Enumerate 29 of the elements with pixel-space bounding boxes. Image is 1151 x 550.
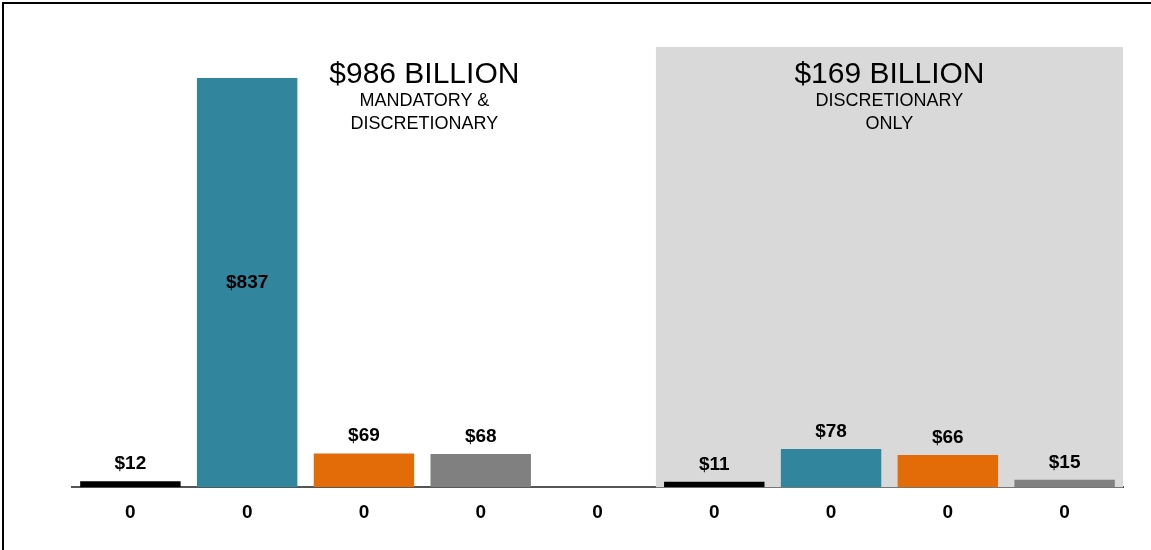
- bar: [196, 78, 298, 488]
- data-label: $15: [1048, 450, 1081, 472]
- data-label: $69: [348, 424, 380, 446]
- x-tick-label: 0: [358, 500, 370, 522]
- bar: [664, 481, 765, 488]
- x-tick-label: 0: [942, 500, 954, 522]
- data-label: $11: [698, 452, 731, 474]
- data-label: $837: [226, 270, 269, 292]
- data-label: $66: [931, 425, 964, 447]
- x-tick-label: 0: [125, 500, 136, 522]
- annotation: DISCRETIONARY ONLY: [815, 90, 964, 133]
- bar: [780, 449, 882, 488]
- bar: [897, 454, 999, 488]
- bar: [1014, 479, 1115, 488]
- x-tick-label: 0: [592, 500, 603, 522]
- bar: [80, 481, 181, 488]
- bar: [430, 453, 531, 488]
- x-tick-label: 0: [241, 500, 253, 522]
- x-tick-label: 0: [708, 500, 720, 522]
- annotation: $986 BILLION: [329, 56, 520, 89]
- data-label: $12: [114, 452, 147, 474]
- annotation: $169 BILLION: [794, 56, 985, 89]
- data-label: $78: [815, 419, 847, 441]
- annotation: MANDATORY & DISCRETIONARY: [350, 90, 499, 133]
- x-tick-label: 0: [1059, 500, 1070, 522]
- x-tick-label: 0: [475, 500, 487, 522]
- bar: [313, 453, 415, 488]
- x-tick-label: 0: [825, 500, 837, 522]
- data-label: $68: [464, 424, 497, 446]
